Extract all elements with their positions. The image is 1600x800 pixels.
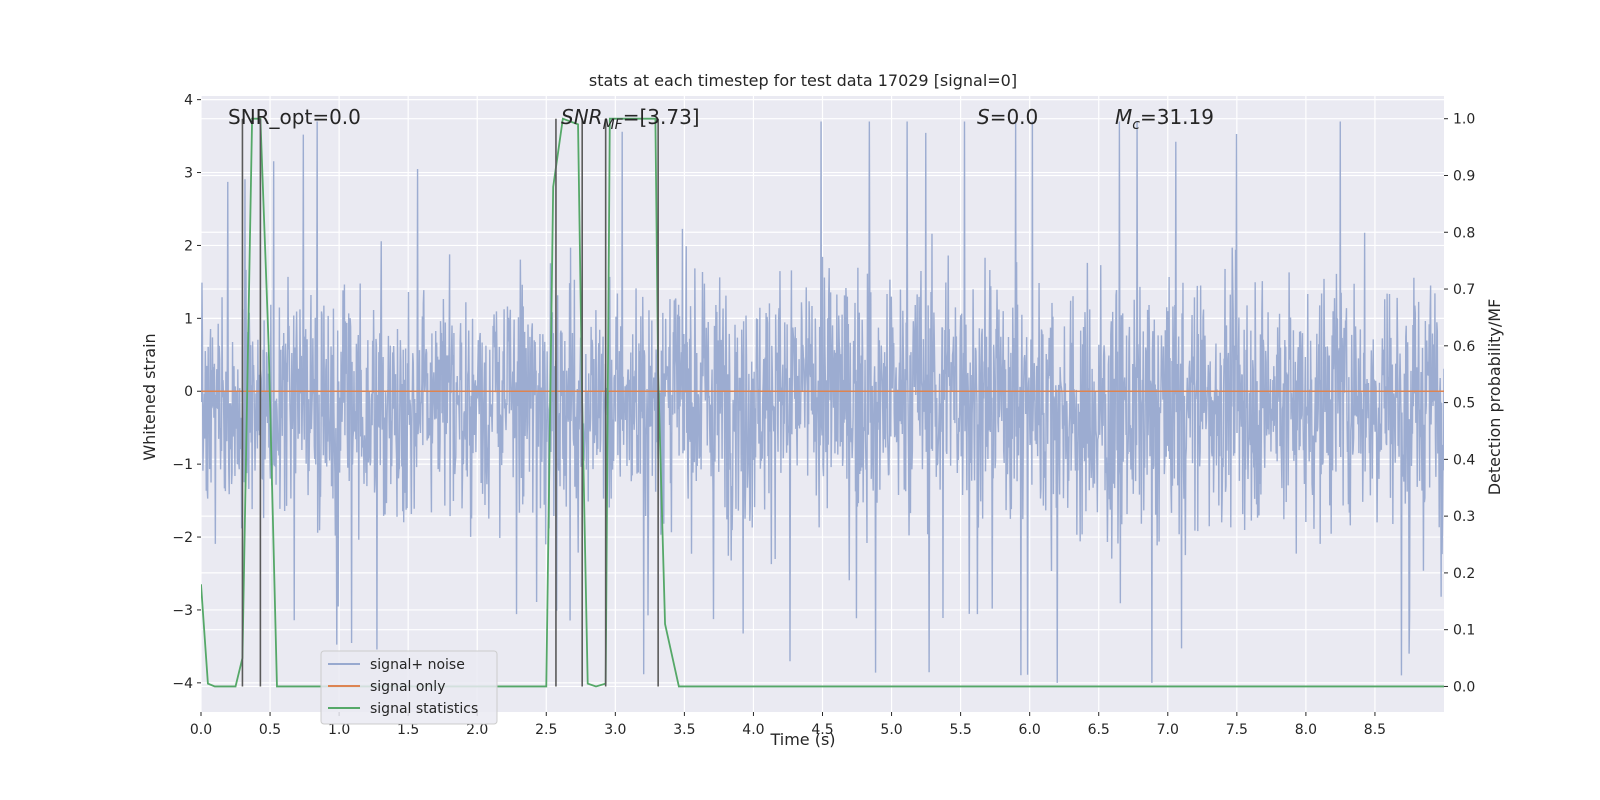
y-tick-label: 2 — [184, 238, 193, 254]
x-axis-ticks: 0.0 0.5 1.0 1.5 2.0 2.5 3.0 3.5 4.0 4.5 5.0 5.5 6.0 6… — [190, 712, 1386, 738]
x-tick-label: 0.0 — [190, 722, 212, 738]
vertical-markers — [241, 118, 659, 687]
x-tick-label: 5.5 — [949, 722, 971, 738]
y2-tick-label: 0.2 — [1453, 566, 1475, 582]
x-tick-label: 8.5 — [1364, 722, 1386, 738]
annotation-s-value: =0.0 — [990, 105, 1039, 129]
legend-label-signal-noise: signal+ noise — [370, 657, 465, 673]
y-tick-label: −3 — [172, 603, 193, 619]
annotation-snr-mf: SNRMF=[3.73] — [561, 105, 700, 133]
x-axis-label: Time (s) — [769, 730, 835, 749]
annotation-snr-mf-main: SNR — [561, 105, 603, 129]
y2-tick-label: 0.1 — [1453, 623, 1475, 639]
y-tick-label: 1 — [184, 311, 193, 327]
signal-statistics-line — [201, 117, 1444, 688]
y-tick-label: 0 — [184, 384, 193, 400]
annotation-mc-main: M — [1115, 105, 1132, 129]
annotation-mc-sub: c — [1132, 117, 1140, 133]
y-tick-label: −4 — [172, 676, 193, 692]
annotation-snr-mf-sub: MF — [603, 117, 624, 133]
x-tick-label: 1.5 — [397, 722, 419, 738]
x-tick-label: 6.5 — [1088, 722, 1110, 738]
signal-noise-trace — [201, 121, 1444, 683]
x-tick-label: 4.0 — [742, 722, 764, 738]
x-tick-label: 3.5 — [673, 722, 695, 738]
x-tick-label: 2.0 — [466, 722, 488, 738]
y-axis-label: Whitened strain — [140, 333, 159, 460]
legend-label-signal-only: signal only — [370, 679, 445, 695]
signal-statistics-path — [201, 117, 1444, 688]
y2-tick-label: 0.9 — [1453, 168, 1475, 184]
y2-axis-ticks: 1.0 0.9 0.8 0.7 0.6 0.5 0.4 0.3 0.2 0.1 0.0 — [1444, 112, 1475, 695]
y2-tick-label: 1.0 — [1453, 112, 1475, 128]
annotation-snr-mf-value: =[3.73] — [623, 105, 700, 129]
x-tick-label: 5.0 — [880, 722, 902, 738]
x-tick-label: 1.0 — [328, 722, 350, 738]
y2-tick-label: 0.0 — [1453, 679, 1475, 695]
x-tick-label: 3.0 — [604, 722, 626, 738]
x-tick-label: 7.5 — [1226, 722, 1248, 738]
y-tick-label: 3 — [184, 166, 193, 182]
y2-tick-label: 0.3 — [1453, 509, 1475, 525]
annotation-snr-opt: SNR_opt=0.0 — [228, 105, 361, 129]
y-tick-label: −2 — [172, 530, 193, 546]
chart-title: stats at each timestep for test data 170… — [589, 71, 1017, 90]
x-tick-label: 8.0 — [1295, 722, 1317, 738]
y2-tick-label: 0.7 — [1453, 282, 1475, 298]
y2-tick-label: 0.8 — [1453, 225, 1475, 241]
annotation-s-main: S — [977, 105, 990, 129]
annotation-mc: Mc=31.19 — [1115, 105, 1214, 133]
x-tick-label: 0.5 — [259, 722, 281, 738]
y2-axis-label: Detection probability/MF — [1485, 299, 1504, 496]
signal-noise-path — [201, 121, 1444, 683]
annotation-mc-value: =31.19 — [1140, 105, 1214, 129]
x-tick-label: 6.0 — [1019, 722, 1041, 738]
y-tick-label: 4 — [184, 93, 193, 109]
y2-tick-label: 0.6 — [1453, 339, 1475, 355]
legend-box — [320, 650, 498, 725]
legend: signal+ noise signal only signal statist… — [320, 650, 498, 725]
annotation-s: S=0.0 — [977, 105, 1038, 129]
x-tick-label: 2.5 — [535, 722, 557, 738]
y-axis-ticks: 4 3 2 1 0 −1 −2 −3 −4 — [172, 93, 201, 692]
x-tick-label: 7.0 — [1157, 722, 1179, 738]
legend-label-signal-statistics: signal statistics — [370, 701, 478, 717]
x-tick-label: 4.5 — [811, 722, 833, 738]
y-tick-label: −1 — [172, 457, 193, 473]
y2-tick-label: 0.4 — [1453, 452, 1475, 468]
y2-tick-label: 0.5 — [1453, 396, 1475, 412]
